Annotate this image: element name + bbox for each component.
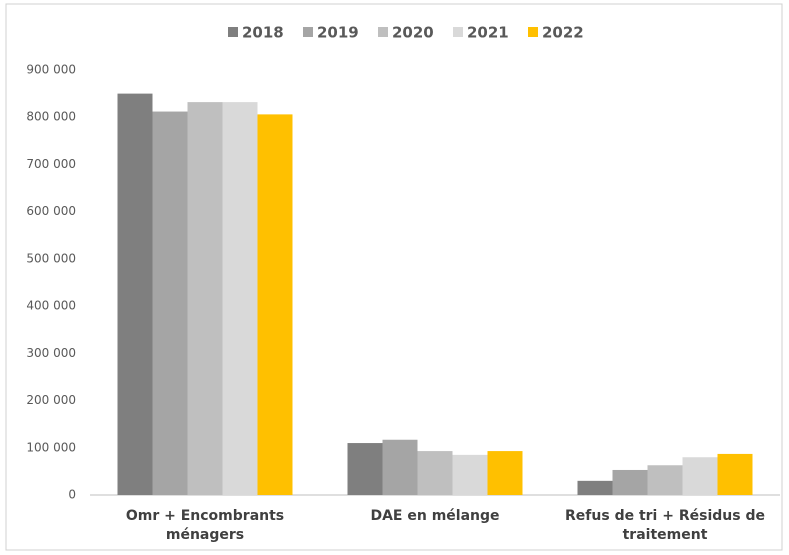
bar — [187, 102, 223, 495]
bar — [347, 443, 383, 495]
y-tick-label: 0 — [68, 488, 76, 502]
legend-label: 2020 — [392, 24, 434, 42]
y-tick-label: 700 000 — [26, 157, 76, 171]
bar — [452, 454, 488, 495]
bar — [612, 469, 648, 495]
legend-label: 2022 — [542, 24, 584, 42]
bar — [682, 457, 718, 495]
y-tick-label: 500 000 — [26, 251, 76, 265]
bar — [717, 453, 753, 495]
legend-label: 2019 — [317, 24, 359, 42]
y-tick-label: 600 000 — [26, 204, 76, 218]
y-tick-label: 200 000 — [26, 393, 76, 407]
y-tick-label: 400 000 — [26, 299, 76, 313]
y-tick-label: 300 000 — [26, 346, 76, 360]
y-tick-label: 900 000 — [26, 63, 76, 77]
x-tick-label: DAE en mélange — [370, 508, 500, 524]
bar — [577, 480, 613, 495]
legend-swatch — [228, 27, 238, 37]
legend-swatch — [303, 27, 313, 37]
bar — [257, 114, 293, 495]
legend-label: 2018 — [242, 24, 284, 42]
legend-swatch — [378, 27, 388, 37]
bar — [382, 439, 418, 495]
legend-swatch — [453, 27, 463, 37]
y-tick-label: 800 000 — [26, 110, 76, 124]
bar — [417, 451, 453, 495]
bar — [152, 111, 188, 496]
legend-swatch — [528, 27, 538, 37]
legend-label: 2021 — [467, 24, 509, 42]
bar — [487, 451, 523, 495]
y-tick-label: 100 000 — [26, 440, 76, 454]
bar — [647, 465, 683, 495]
bar — [222, 102, 258, 495]
x-tick-label: Refus de tri + Résidus de traitement — [565, 508, 765, 543]
bar — [117, 93, 153, 495]
x-tick-label: Omr + Encombrants ménagers — [125, 508, 285, 543]
